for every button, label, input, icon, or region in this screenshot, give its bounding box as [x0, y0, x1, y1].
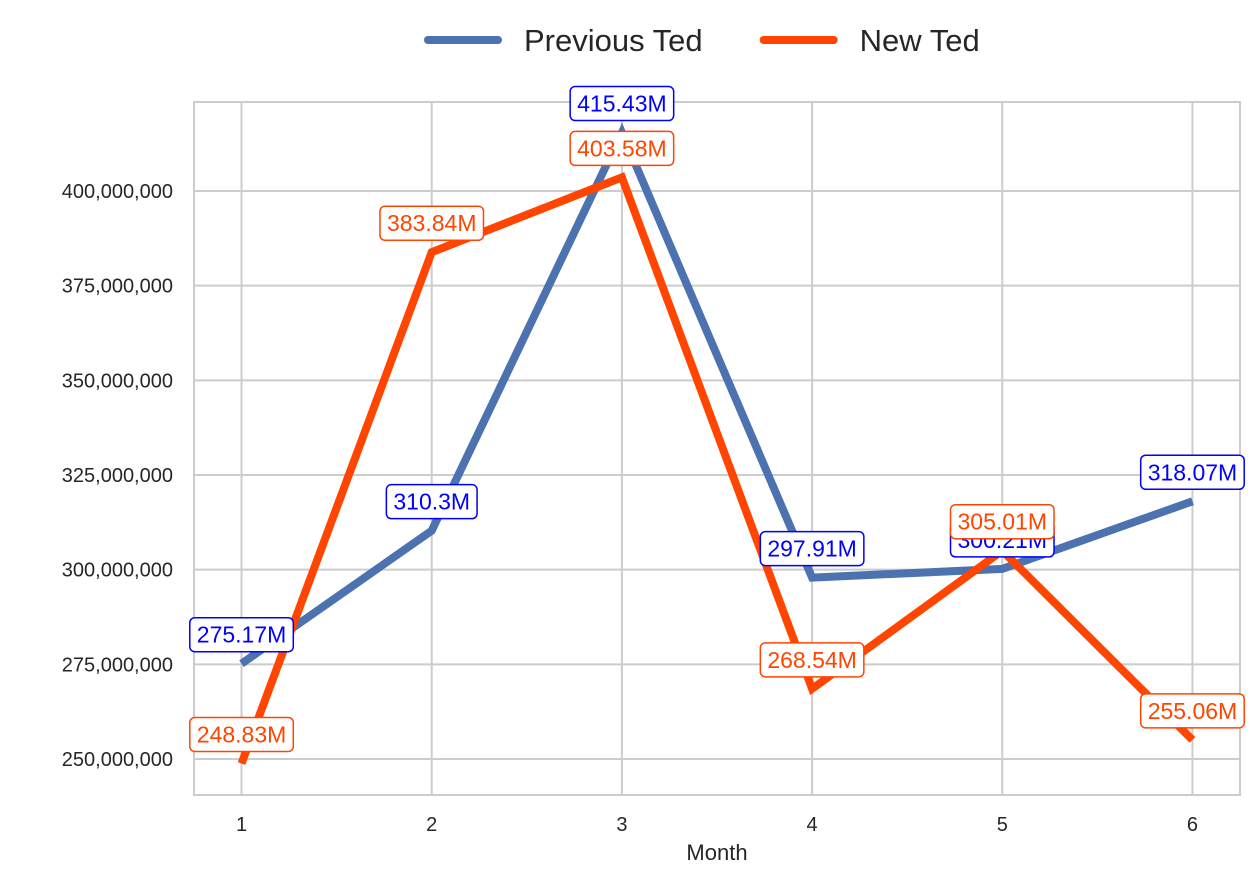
data-label: 275.17M	[189, 616, 295, 653]
x-tick-label: 2	[426, 814, 437, 836]
data-label-text: 248.83M	[197, 721, 287, 747]
data-label: 310.3M	[385, 483, 478, 520]
y-tick-label: 300,000,000	[62, 560, 173, 582]
x-tick-labels: 1 2 3 4 5 6	[236, 814, 1198, 836]
y-tick-label: 400,000,000	[62, 181, 173, 203]
series-line-new-ted	[237, 172, 1196, 765]
legend-item: Previous Ted	[424, 23, 703, 58]
data-label: 383.84M	[379, 205, 485, 241]
y-tick-label: 275,000,000	[62, 654, 173, 676]
plot-area	[193, 101, 1241, 796]
data-label-box	[759, 642, 865, 678]
data-label: 305.01M	[949, 503, 1055, 540]
data-label-box	[1139, 454, 1245, 491]
data-label-box	[569, 130, 675, 167]
y-tick-label: 350,000,000	[62, 370, 173, 392]
x-tick-label: 4	[807, 814, 818, 836]
data-label: 297.91M	[759, 530, 865, 567]
data-label-box	[189, 716, 295, 753]
y-tick-label: 325,000,000	[62, 465, 173, 487]
data-label: 268.54M	[759, 642, 865, 678]
x-tick-label: 6	[1187, 814, 1198, 836]
data-label-text: 403.58M	[577, 135, 667, 161]
data-label-text: 310.3M	[393, 489, 470, 515]
data-label-box	[569, 85, 675, 122]
x-tick-label: 5	[997, 814, 1008, 836]
y-tick-label: 250,000,000	[62, 749, 173, 771]
y-tick-labels: 250,000,000 275,000,000 300,000,000 325,000…	[62, 181, 173, 771]
data-label-box	[759, 530, 865, 567]
data-label: 255.06M	[1139, 693, 1245, 729]
data-label-text: 275.17M	[197, 622, 287, 648]
legend-label: Previous Ted	[524, 23, 703, 58]
data-label-text: 415.43M	[577, 91, 667, 117]
legend-label: New Ted	[860, 23, 980, 58]
data-label: 248.83M	[189, 716, 295, 753]
legend: Previous Ted New Ted	[424, 23, 980, 58]
data-label-text: 305.01M	[958, 509, 1048, 535]
data-label-box	[189, 616, 295, 653]
data-label-box	[949, 503, 1055, 540]
data-label-box	[379, 205, 485, 241]
data-label: 415.43M	[569, 85, 675, 122]
data-label-box	[385, 483, 478, 520]
data-label-text: 318.07M	[1148, 459, 1238, 485]
data-label-box	[1139, 693, 1245, 729]
data-label-text: 297.91M	[767, 536, 857, 562]
legend-item: New Ted	[759, 23, 980, 58]
data-label-text: 268.54M	[767, 647, 857, 673]
data-label-text: 255.06M	[1148, 698, 1238, 724]
x-tick-label: 1	[236, 814, 247, 836]
data-label: 318.07M	[1139, 454, 1245, 491]
data-label-text: 383.84M	[387, 210, 477, 236]
x-axis-label: Month	[686, 840, 747, 865]
grid-lines	[194, 102, 1240, 795]
x-tick-label: 3	[616, 814, 627, 836]
data-label: 403.58M	[569, 130, 675, 167]
y-tick-label: 375,000,000	[62, 276, 173, 298]
